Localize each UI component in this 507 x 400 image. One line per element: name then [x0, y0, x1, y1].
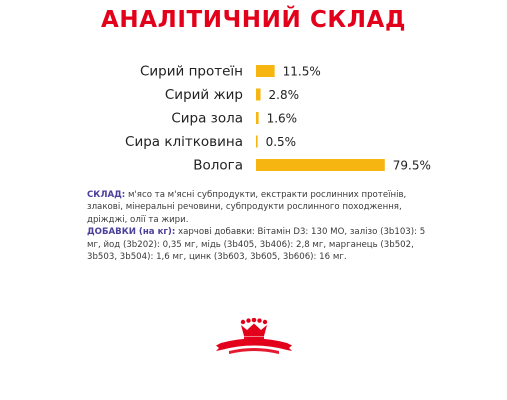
composition-text: м'ясо та м'ясні субпродукти, екстракти р…: [87, 190, 407, 225]
category-label: Сира клітковина: [125, 134, 243, 150]
bar: [256, 65, 275, 77]
composition-bar-chart: Сирий протеїн Сирий жир Сира зола Сира кліт…: [125, 64, 431, 174]
additives-paragraph: ДОБАВКИ (на кг): харчові добавки: Вітамі…: [87, 226, 427, 263]
additives-text: харчові добавки: Вітамін D3: 130 МО, зал…: [87, 227, 426, 263]
royal-canin-logo: [216, 318, 292, 354]
composition-label: СКЛАД:: [87, 190, 126, 200]
bar: [256, 112, 259, 124]
category-label: Сира зола: [171, 111, 243, 127]
composition-paragraph: СКЛАД: м'ясо та м'ясні субпродукти, екст…: [87, 189, 427, 226]
value-labels: 11.5% 2.8% 1.6% 0.5% 79.5%: [266, 64, 431, 172]
category-labels: Сирий протеїн Сирий жир Сира зола Сира кліт…: [125, 64, 243, 174]
bar: [256, 135, 258, 148]
ingredients-text: СКЛАД: м'ясо та м'ясні субпродукти, екст…: [87, 189, 427, 263]
page-title: АНАЛІТИЧНИЙ СКЛАД: [100, 7, 407, 33]
bars: [256, 65, 385, 171]
data-label: 1.6%: [267, 111, 298, 125]
data-label: 11.5%: [283, 64, 321, 78]
additives-label: ДОБАВКИ (на кг):: [87, 227, 176, 238]
bar: [256, 159, 385, 171]
bar: [256, 88, 261, 101]
category-label: Сирий протеїн: [140, 64, 243, 80]
data-label: 0.5%: [266, 135, 297, 149]
category-label: Сирий жир: [165, 87, 243, 103]
category-label: Волога: [193, 158, 243, 174]
data-label: 79.5%: [393, 158, 431, 172]
data-label: 2.8%: [269, 88, 300, 102]
